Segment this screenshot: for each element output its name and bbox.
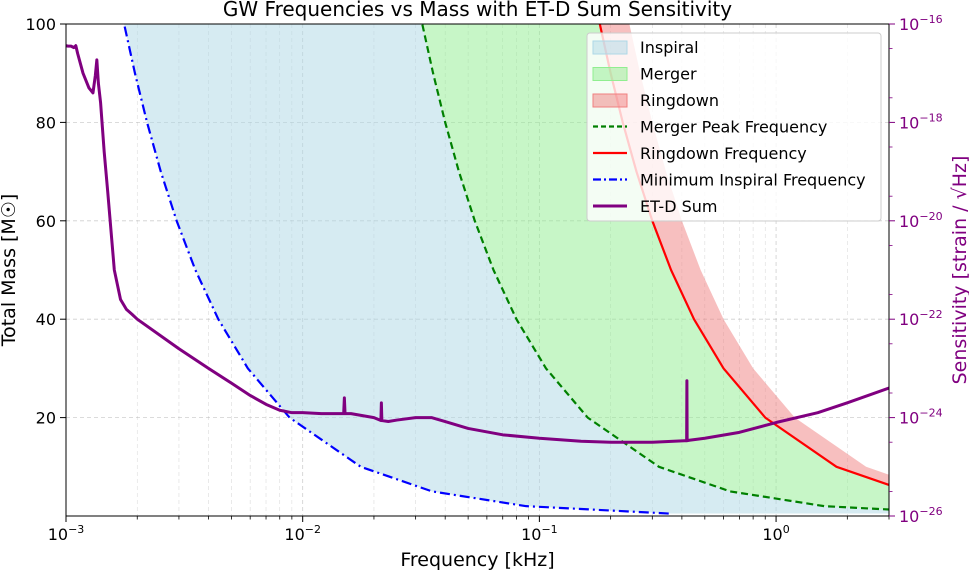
y2-tick-label: 10−26 (899, 505, 943, 526)
legend-label-ringdown: Ringdown (640, 91, 719, 110)
series-line-merger-peak-frequency (421, 24, 889, 511)
y2-tick-label: 10−22 (899, 308, 943, 329)
region-merger (422, 24, 889, 510)
series-line-minimum-inspiral-frequency (123, 24, 669, 515)
legend-label-minimum-inspiral-frequency: Minimum Inspiral Frequency (640, 171, 866, 190)
y2-tick-label: 10−20 (899, 210, 943, 231)
legend-label-et-d-sum: ET-D Sum (640, 197, 717, 216)
legend-swatch-merger (592, 67, 628, 81)
x-tick-label: 10−3 (48, 523, 85, 544)
legend-label-merger: Merger (640, 65, 697, 84)
y-axis-label: Total Mass [M☉] (0, 194, 20, 348)
legend-label-ringdown-frequency: Ringdown Frequency (640, 144, 807, 163)
legend-swatch-inspiral (592, 40, 628, 55)
chart-title: GW Frequencies vs Mass with ET-D Sum Sen… (223, 0, 732, 21)
legend-box (586, 32, 882, 222)
plot-frame (65, 23, 890, 517)
x-tick-label: 10−1 (521, 523, 558, 544)
legend-label-merger-peak-frequency: Merger Peak Frequency (640, 118, 827, 137)
x-tick-label: 100 (762, 523, 789, 544)
y-tick-label: 20 (36, 409, 56, 428)
y2-axis-label: Sensitivity [strain / √Hz] (949, 156, 969, 385)
y2-tick-label: 10−24 (899, 407, 943, 428)
legend: Inspiral Merger Ringdown Merger Peak Freque… (586, 32, 882, 222)
x-tick-label: 10−2 (284, 523, 321, 544)
y2-tick-label: 10−16 (899, 13, 943, 34)
legend-label-inspiral: Inspiral (640, 38, 699, 57)
y-tick-label: 40 (36, 310, 56, 329)
legend-swatch-ringdown (592, 93, 628, 108)
y2-tick-label: 10−18 (899, 111, 943, 132)
x-axis: 10−3 10−2 10−1 100 (48, 516, 890, 544)
region-inspiral (124, 24, 889, 514)
y-tick-label: 80 (36, 113, 56, 132)
x-axis-label: Frequency [kHz] (400, 549, 554, 570)
y-tick-label: 60 (36, 212, 56, 231)
y2-axis: 10−26 10−24 10−22 10−20 10−18 10−16 (889, 13, 943, 526)
y-tick-label: 100 (25, 15, 56, 34)
series-line-et-d-sum (66, 44, 889, 444)
y-axis: 20 40 60 80 100 (25, 15, 66, 428)
